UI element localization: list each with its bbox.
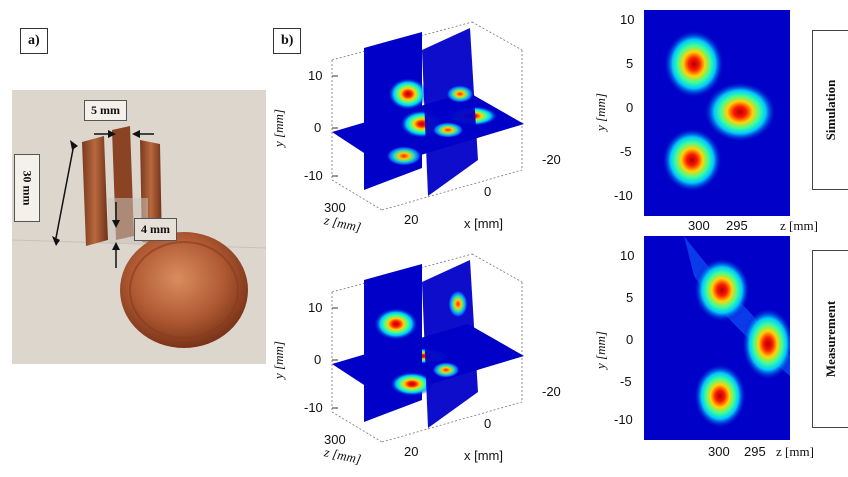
- x-axis-label-bottom: x [mm]: [464, 448, 503, 463]
- dim-label-30mm: 30 mm: [14, 154, 40, 222]
- field-spot: [386, 146, 422, 166]
- field-spot: [432, 362, 460, 378]
- measurement-side-label: Measurement: [812, 250, 848, 428]
- field-spot-upper: [694, 258, 750, 322]
- arrowhead-height-bottom: [52, 236, 60, 246]
- cube-edge: [381, 401, 523, 443]
- dim-label-5mm: 5 mm: [84, 100, 127, 121]
- dim-label-4mm: 4 mm: [134, 218, 177, 241]
- heatmap-simulation-plot: [644, 10, 790, 216]
- penny-coin: [120, 232, 248, 348]
- heatmap-simulation: 10 5 0 -5 -10 y [mm] 300 295 z [mm] Simu…: [586, 8, 848, 236]
- sim-y-tick-5: 5: [626, 56, 634, 71]
- arrowhead-top-right: [132, 130, 140, 138]
- vertical-slice-x: [364, 32, 422, 190]
- panel-b-label: b): [273, 28, 302, 54]
- y-tick-top-10: 10: [308, 68, 323, 83]
- dim-label-30mm-text: 30 mm: [20, 170, 35, 206]
- meas-y-axis-label: y [mm]: [592, 331, 608, 369]
- slice-cube-top-svg: [331, 21, 524, 211]
- cube-edge: [331, 411, 383, 443]
- y-tick-bottom-0: 0: [314, 352, 322, 367]
- meas-y-tick-10: 10: [620, 248, 635, 263]
- x-tick-top-neg20: -20: [542, 152, 561, 167]
- arrowhead-height-top: [70, 140, 78, 150]
- dim-arrow-height: [55, 143, 75, 239]
- x-tick-bottom-0: 0: [484, 416, 492, 431]
- sim-y-tick-neg5: -5: [620, 144, 632, 159]
- penny-rim: [129, 241, 239, 339]
- vertical-slice-x: [364, 264, 422, 422]
- heatmap-measurement: 10 5 0 -5 -10 y [mm] 300 295 z [mm] Meas…: [586, 236, 848, 472]
- sim-y-tick-neg10: -10: [614, 188, 633, 203]
- antenna-photo: 5 mm 30 mm 4 mm: [12, 90, 266, 364]
- slice-cube-bottom: 10 0 -10 y [mm] 300 z [mm] 20 0 -20 x [m…: [270, 252, 572, 472]
- x-tick-bottom-neg20: -20: [542, 384, 561, 399]
- antenna-plate-left: [82, 136, 108, 246]
- x-axis-label-top: x [mm]: [464, 216, 503, 231]
- cube-edge: [381, 169, 523, 211]
- heatmap-measurement-plot: [644, 236, 790, 440]
- y-tick-bottom-neg10: -10: [304, 400, 323, 415]
- sim-x-tick-300: 300: [688, 218, 710, 233]
- x-tick-top-0: 0: [484, 184, 492, 199]
- meas-y-tick-5: 5: [626, 290, 634, 305]
- field-spot: [448, 290, 468, 318]
- y-tick-top-neg10: -10: [304, 168, 323, 183]
- cube-edge: [471, 253, 523, 283]
- sim-y-tick-10: 10: [620, 12, 635, 27]
- sim-y-axis-label: y [mm]: [592, 93, 608, 131]
- cube-edge: [331, 179, 383, 211]
- field-spot: [446, 85, 474, 103]
- x-tick-top-20: 20: [404, 212, 419, 227]
- panel-a-label: a): [20, 28, 48, 54]
- field-spot-lower: [662, 128, 722, 192]
- meas-y-tick-neg10: -10: [614, 412, 633, 427]
- field-spot: [388, 78, 428, 110]
- arrowhead-gap-bottom: [112, 242, 120, 250]
- y-axis-label-bottom: y [mm]: [270, 341, 286, 379]
- y-axis-label-top: y [mm]: [270, 109, 286, 147]
- photo-illustration: [12, 90, 266, 364]
- slice-cube-top: 10 0 -10 y [mm] 300 z [mm] 20 0 -20 x [m…: [270, 20, 572, 235]
- z-tick-top: 300: [324, 200, 346, 215]
- cube-frame: [331, 21, 523, 211]
- field-spot-center: [742, 308, 790, 380]
- y-tick-top-0: 0: [314, 120, 322, 135]
- arrowhead-top-left: [108, 130, 116, 138]
- field-spot: [432, 122, 464, 138]
- field-spot-upper: [664, 30, 724, 98]
- sim-x-axis-label: z [mm]: [780, 218, 818, 233]
- field-spot: [390, 372, 434, 396]
- sim-x-tick-295: 295: [726, 218, 748, 233]
- simulation-side-label: Simulation: [812, 30, 848, 190]
- meas-y-tick-neg5: -5: [620, 374, 632, 389]
- field-spot: [374, 308, 418, 340]
- sim-y-tick-0: 0: [626, 100, 634, 115]
- meas-x-tick-295: 295: [744, 444, 766, 459]
- x-tick-bottom-20: 20: [404, 444, 419, 459]
- meas-x-axis-label: z [mm]: [776, 444, 814, 459]
- slice-cube-bottom-svg: [331, 253, 524, 443]
- field-spot-lower: [694, 364, 746, 428]
- cube-edge: [471, 21, 523, 51]
- z-tick-bottom: 300: [324, 432, 346, 447]
- vertical-slice-z: [422, 28, 478, 196]
- arrowhead-gap-top: [112, 220, 120, 228]
- field-spot-center: [704, 82, 776, 142]
- simulation-side-label-text: Simulation: [823, 79, 838, 141]
- measurement-side-label-text: Measurement: [823, 300, 838, 378]
- meas-y-tick-0: 0: [626, 332, 634, 347]
- meas-x-tick-300: 300: [708, 444, 730, 459]
- vertical-slice-z: [422, 260, 478, 428]
- y-tick-bottom-10: 10: [308, 300, 323, 315]
